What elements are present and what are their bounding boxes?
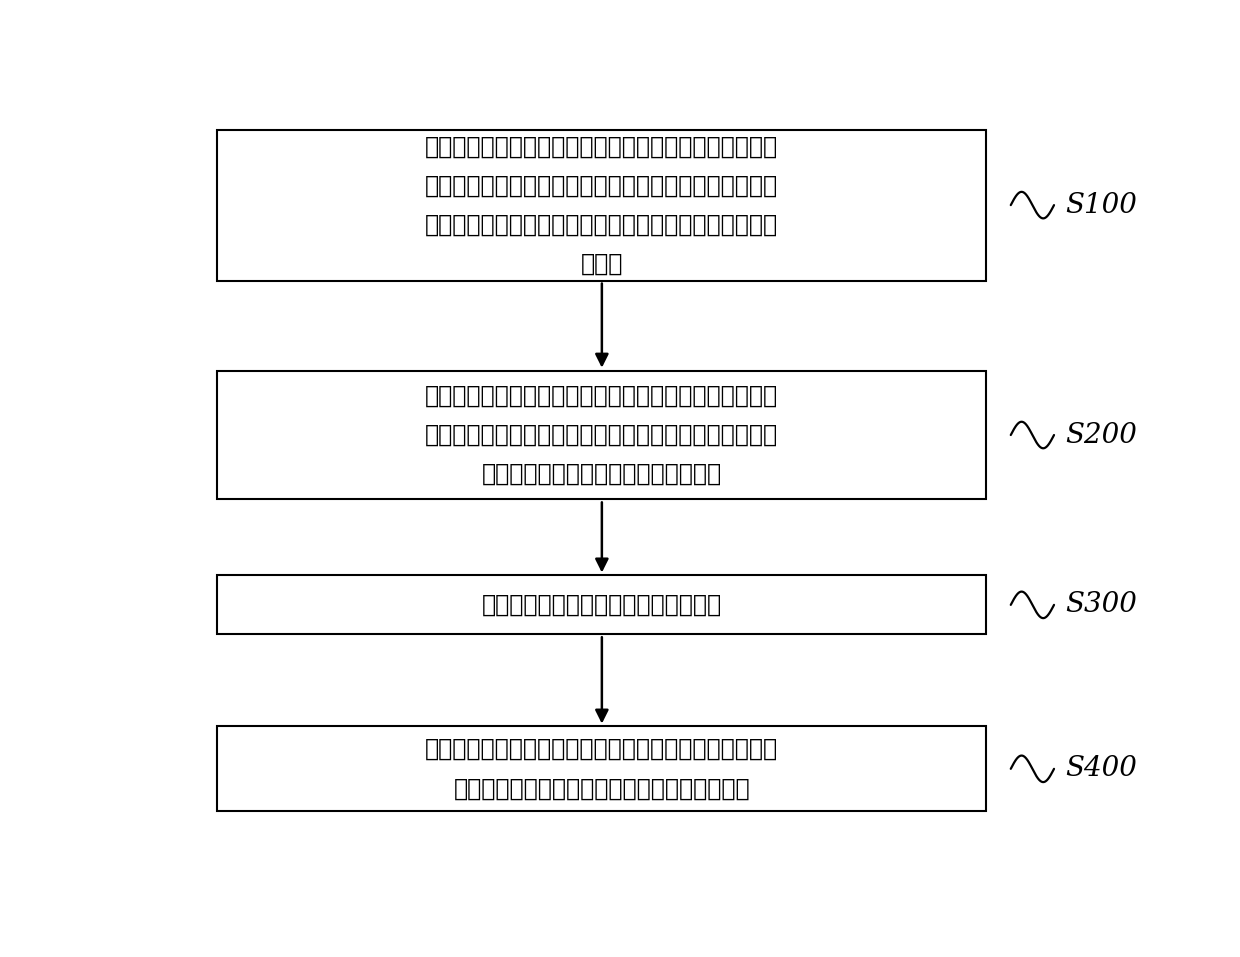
Bar bbox=[217, 370, 986, 500]
Bar bbox=[217, 726, 986, 812]
Text: S100: S100 bbox=[1065, 191, 1137, 218]
Text: 获取拼装区域周围的图像信息，根据图像信息、标识位置
信息以及拼装策略完成当前待安装管片微调拼装: 获取拼装区域周围的图像信息，根据图像信息、标识位置 信息以及拼装策略完成当前待安… bbox=[425, 737, 779, 800]
Text: 根据衬砌环参数信息和标识型号信息获取对应待安装管片
的拼装区域信息，并根据拼装区域信息控制拼装机将抓取
的待安装管片进行旋转移动至拼装区域: 根据衬砌环参数信息和标识型号信息获取对应待安装管片 的拼装区域信息，并根据拼装区… bbox=[425, 384, 779, 486]
Bar bbox=[217, 575, 986, 634]
Text: S300: S300 bbox=[1065, 591, 1137, 618]
Text: 根据标识型号信息选择对应的拼装策略: 根据标识型号信息选择对应的拼装策略 bbox=[482, 593, 722, 617]
Text: S400: S400 bbox=[1065, 755, 1137, 782]
Text: 获取每个待安装管片的标识信息和衬砌环参数信息，根据
标识信息和衬砌环参数信息控制拼装机按照拼装顺序抓取
对应的待安装管片；标识信息包括标识位置信息和标识型
号信: 获取每个待安装管片的标识信息和衬砌环参数信息，根据 标识信息和衬砌环参数信息控制… bbox=[425, 134, 779, 276]
Bar bbox=[217, 129, 986, 280]
Text: S200: S200 bbox=[1065, 421, 1137, 449]
